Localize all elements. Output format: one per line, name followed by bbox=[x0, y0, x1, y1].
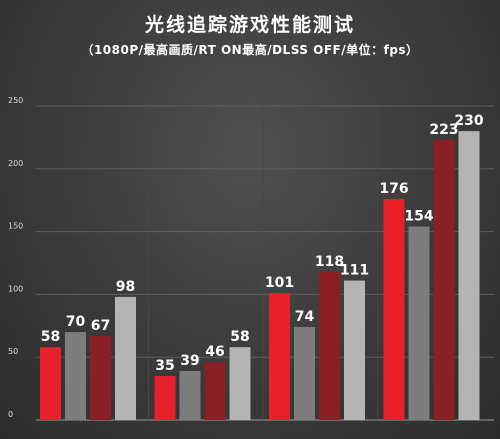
data-label: 154 bbox=[404, 209, 433, 225]
data-label: 67 bbox=[91, 318, 110, 334]
data-label: 176 bbox=[379, 181, 408, 197]
bar bbox=[65, 332, 86, 420]
bar bbox=[40, 347, 61, 420]
bar bbox=[344, 280, 365, 420]
bar bbox=[408, 226, 430, 420]
data-label: 35 bbox=[155, 358, 174, 374]
data-label: 223 bbox=[429, 122, 458, 138]
y-tick-label: 250 bbox=[8, 96, 23, 105]
data-label: 70 bbox=[66, 314, 86, 330]
bar bbox=[90, 335, 111, 420]
chart-subtitle: （1080P/最高画质/RT ON最高/DLSS OFF/单位：fps） bbox=[81, 43, 419, 57]
data-label: 39 bbox=[180, 353, 199, 369]
data-label: 101 bbox=[265, 275, 294, 291]
bar bbox=[433, 139, 455, 421]
chart-title: 光线追踪游戏性能测试 bbox=[144, 14, 355, 36]
data-label: 58 bbox=[230, 329, 249, 345]
data-label: 111 bbox=[340, 263, 369, 279]
bar bbox=[115, 296, 136, 420]
y-axis: 0 50 100 150 200 250 bbox=[8, 96, 23, 419]
data-label: 46 bbox=[205, 344, 224, 360]
bar bbox=[319, 271, 340, 420]
bar bbox=[179, 371, 201, 420]
bar bbox=[458, 131, 480, 420]
bar bbox=[154, 376, 176, 420]
data-label: 58 bbox=[41, 329, 60, 345]
y-tick-label: 50 bbox=[8, 347, 18, 356]
y-tick-label: 100 bbox=[8, 284, 23, 293]
data-label: 118 bbox=[315, 254, 344, 270]
bar bbox=[383, 198, 405, 420]
data-label: 98 bbox=[116, 279, 135, 295]
y-tick-label: 150 bbox=[8, 222, 23, 231]
data-label: 74 bbox=[295, 309, 315, 325]
bar bbox=[229, 347, 251, 420]
y-tick-label: 200 bbox=[8, 159, 23, 168]
bar bbox=[294, 327, 315, 420]
data-label: 230 bbox=[454, 113, 483, 129]
bar bbox=[269, 293, 290, 420]
y-tick-label: 0 bbox=[8, 410, 13, 419]
bars bbox=[40, 131, 480, 421]
bar bbox=[204, 362, 226, 420]
